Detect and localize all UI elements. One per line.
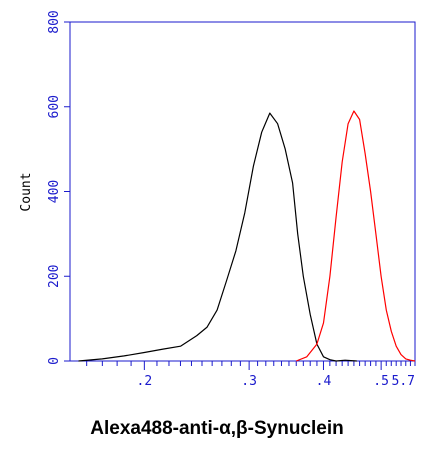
x-axis-title: Alexa488-anti-α,β-Synuclein [90, 418, 344, 439]
x-tick-label: .5 [373, 374, 389, 389]
x-axis-ticks: .2 .3 .4 .5 5.7 [86, 361, 416, 389]
x-tick-label: .4 [316, 374, 332, 389]
plot-frame [69, 21, 416, 362]
y-axis-title: Count [19, 172, 34, 211]
y-tick-label: 200 [47, 265, 62, 288]
y-tick-label: 800 [47, 10, 62, 33]
x-tick-label: .2 [137, 374, 153, 389]
series-line-1 [78, 112, 357, 362]
x-tick-label: 5.7 [392, 374, 415, 389]
series-layer [78, 110, 416, 362]
x-tick-label: .3 [241, 374, 257, 389]
series-line-2 [295, 110, 416, 362]
y-tick-label: 0 [47, 357, 62, 365]
y-tick-label: 400 [47, 180, 62, 203]
y-tick-label: 600 [47, 95, 62, 118]
y-axis-ticks: 0 200 400 600 800 [47, 10, 70, 365]
